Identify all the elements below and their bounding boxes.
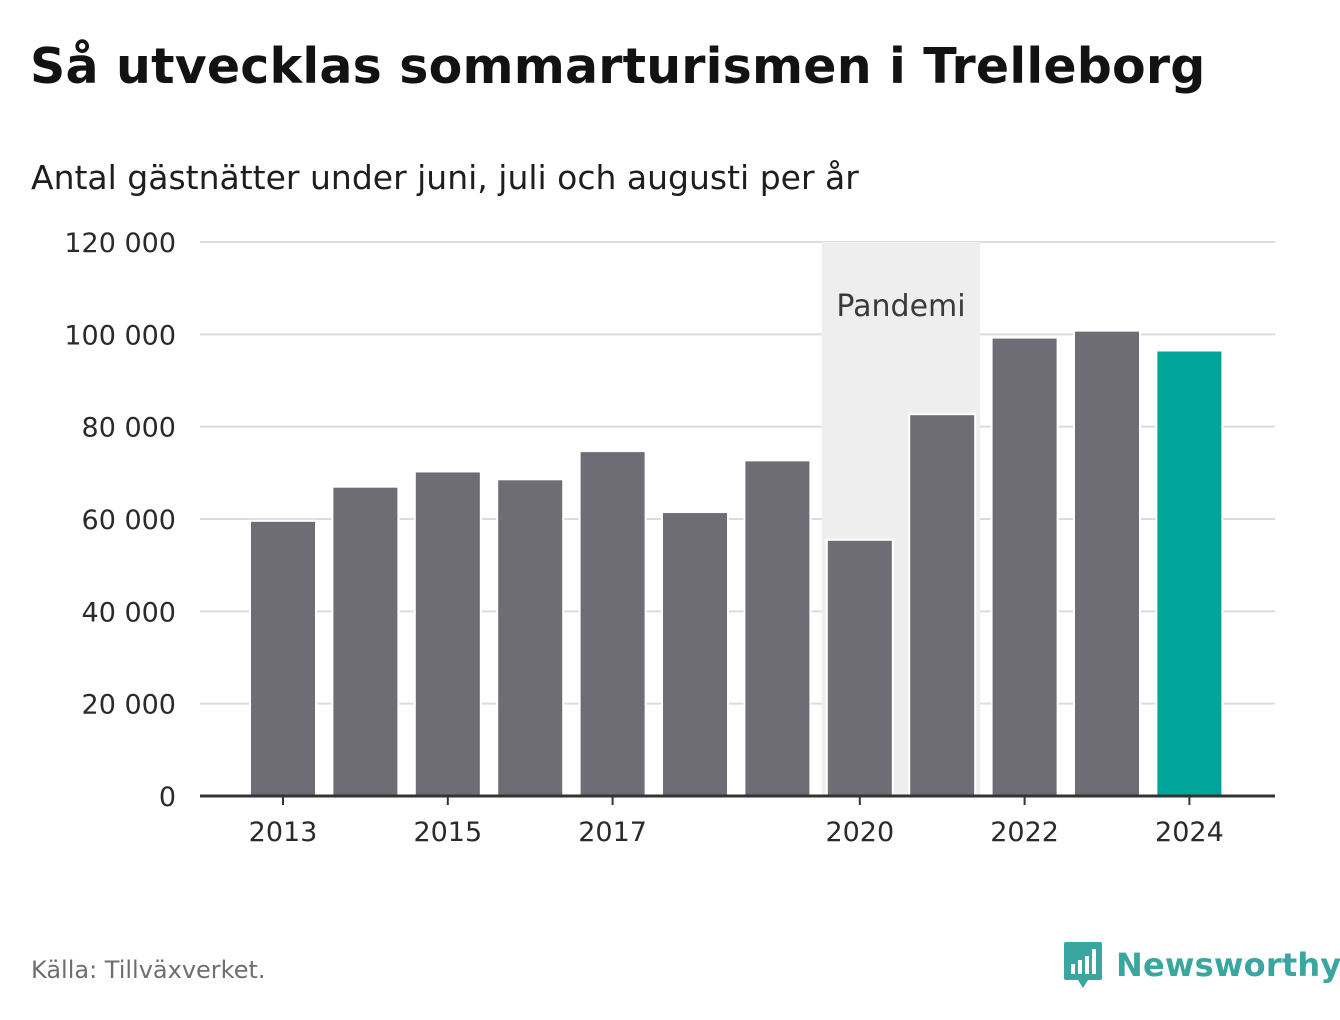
bar-2014 [331, 485, 400, 797]
bar-chart: Pandemi 0 20 000 40 000 60 000 80 000 100 000… [64, 228, 1275, 848]
y-tick-label: 40 000 [82, 597, 176, 628]
y-tick-label: 20 000 [82, 690, 176, 721]
x-tick-label: 2022 [990, 817, 1059, 848]
x-tick-label: 2017 [578, 817, 647, 848]
bars [249, 329, 1224, 797]
newsworthy-logo-icon [1064, 942, 1102, 988]
brand-logo: Newsworthy [1062, 940, 1340, 990]
pandemic-label: Pandemi [836, 289, 965, 324]
bar-2024 [1155, 349, 1224, 797]
y-tick-label: 100 000 [64, 320, 176, 351]
x-tick-label: 2024 [1155, 817, 1224, 848]
y-tick-label: 60 000 [82, 505, 176, 536]
x-tick-label: 2013 [249, 817, 318, 848]
y-tick-label: 80 000 [82, 413, 176, 444]
y-tick-label: 120 000 [64, 228, 176, 259]
bar-2019 [743, 459, 812, 797]
bar-2017 [578, 450, 647, 797]
chart-subtitle: Antal gästnätter under juni, juli och au… [31, 158, 859, 197]
bar-2022 [990, 336, 1059, 797]
bar-2016 [496, 478, 565, 797]
brand-name: Newsworthy [1116, 946, 1340, 984]
x-tick-label: 2020 [825, 817, 894, 848]
chart-title: Så utvecklas sommarturismen i Trelleborg [30, 38, 1206, 95]
x-tick-label: 2015 [413, 817, 482, 848]
bar-2015 [413, 470, 482, 797]
bar-2013 [249, 519, 317, 797]
bar-2021 [908, 413, 977, 797]
y-tick-label: 0 [159, 782, 176, 813]
bar-2018 [661, 511, 729, 797]
bar-2020 [825, 538, 894, 797]
bar-2023 [1073, 329, 1141, 797]
axes: 0 20 000 40 000 60 000 80 000 100 000 120 000 2… [64, 228, 1275, 848]
source-note: Källa: Tillväxverket. [31, 956, 266, 984]
